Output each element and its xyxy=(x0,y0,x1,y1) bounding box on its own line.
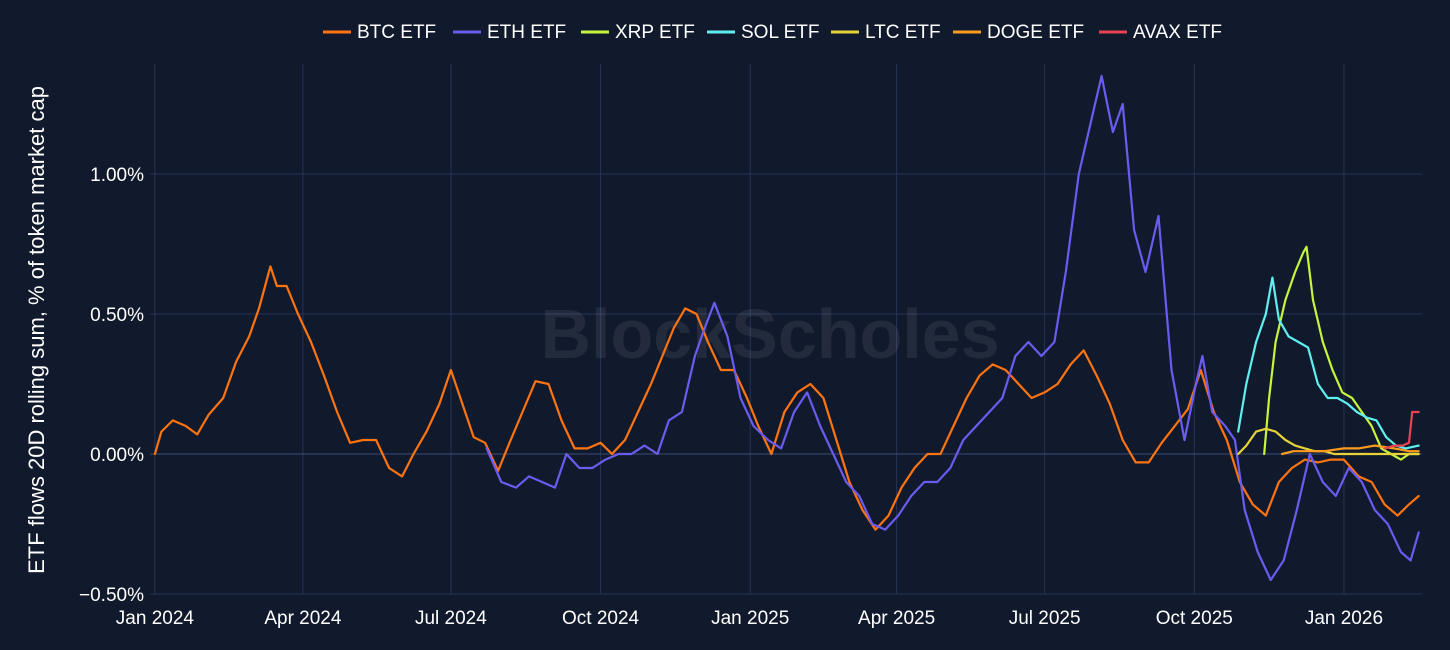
x-axis-ticks: Jan 2024 Apr 2024 Jul 2024 Oct 2024 Jan 2025… xyxy=(116,608,1383,629)
legend-label: DOGE ETF xyxy=(987,22,1084,43)
series-line-eth-etf xyxy=(485,74,1420,582)
series-group xyxy=(153,74,1420,582)
legend-label: SOL ETF xyxy=(741,22,819,43)
y-axis-title: ETF flows 20D rolling sum, % of token ma… xyxy=(24,86,49,574)
x-tick-label: Oct 2024 xyxy=(562,608,640,629)
y-tick-label: 1.00% xyxy=(90,165,144,186)
series-line-ltc-etf xyxy=(1237,427,1420,456)
y-tick-label: −0.50% xyxy=(79,585,144,606)
legend-item[interactable]: ETH ETF xyxy=(453,22,566,43)
legend-item[interactable]: AVAX ETF xyxy=(1099,22,1222,43)
x-tick-label: Jan 2026 xyxy=(1305,608,1383,629)
legend-label: XRP ETF xyxy=(615,22,695,43)
y-tick-label: 0.50% xyxy=(90,305,144,326)
watermark: BlockScholes xyxy=(540,295,999,373)
legend-item[interactable]: DOGE ETF xyxy=(953,22,1084,43)
legend-item[interactable]: BTC ETF xyxy=(323,22,436,43)
legend-item[interactable]: XRP ETF xyxy=(581,22,695,43)
grid xyxy=(150,64,1422,595)
x-tick-label: Jul 2025 xyxy=(1009,608,1081,629)
y-tick-label: 0.00% xyxy=(90,445,144,466)
legend-label: LTC ETF xyxy=(865,22,941,43)
series-line-doge-etf xyxy=(1280,444,1420,456)
legend-label: AVAX ETF xyxy=(1133,22,1222,43)
series-line-btc-etf xyxy=(153,265,1420,531)
x-tick-label: Apr 2025 xyxy=(858,608,935,629)
x-tick-label: Oct 2025 xyxy=(1156,608,1233,629)
legend-label: ETH ETF xyxy=(487,22,566,43)
legend: BTC ETF ETH ETF XRP ETF SOL ETF LTC ETF DOGE … xyxy=(323,22,1222,43)
series-line-sol-etf xyxy=(1237,276,1420,450)
x-tick-label: Jul 2024 xyxy=(415,608,487,629)
legend-item[interactable]: LTC ETF xyxy=(831,22,941,43)
legend-item[interactable]: SOL ETF xyxy=(707,22,819,43)
x-tick-label: Apr 2024 xyxy=(264,608,342,629)
series-line-avax-etf xyxy=(1383,410,1420,450)
x-tick-label: Jan 2024 xyxy=(116,608,195,629)
legend-label: BTC ETF xyxy=(357,22,436,43)
y-axis-ticks: −0.50% 0.00% 0.50% 1.00% xyxy=(79,165,144,606)
x-tick-label: Jan 2025 xyxy=(711,608,789,629)
